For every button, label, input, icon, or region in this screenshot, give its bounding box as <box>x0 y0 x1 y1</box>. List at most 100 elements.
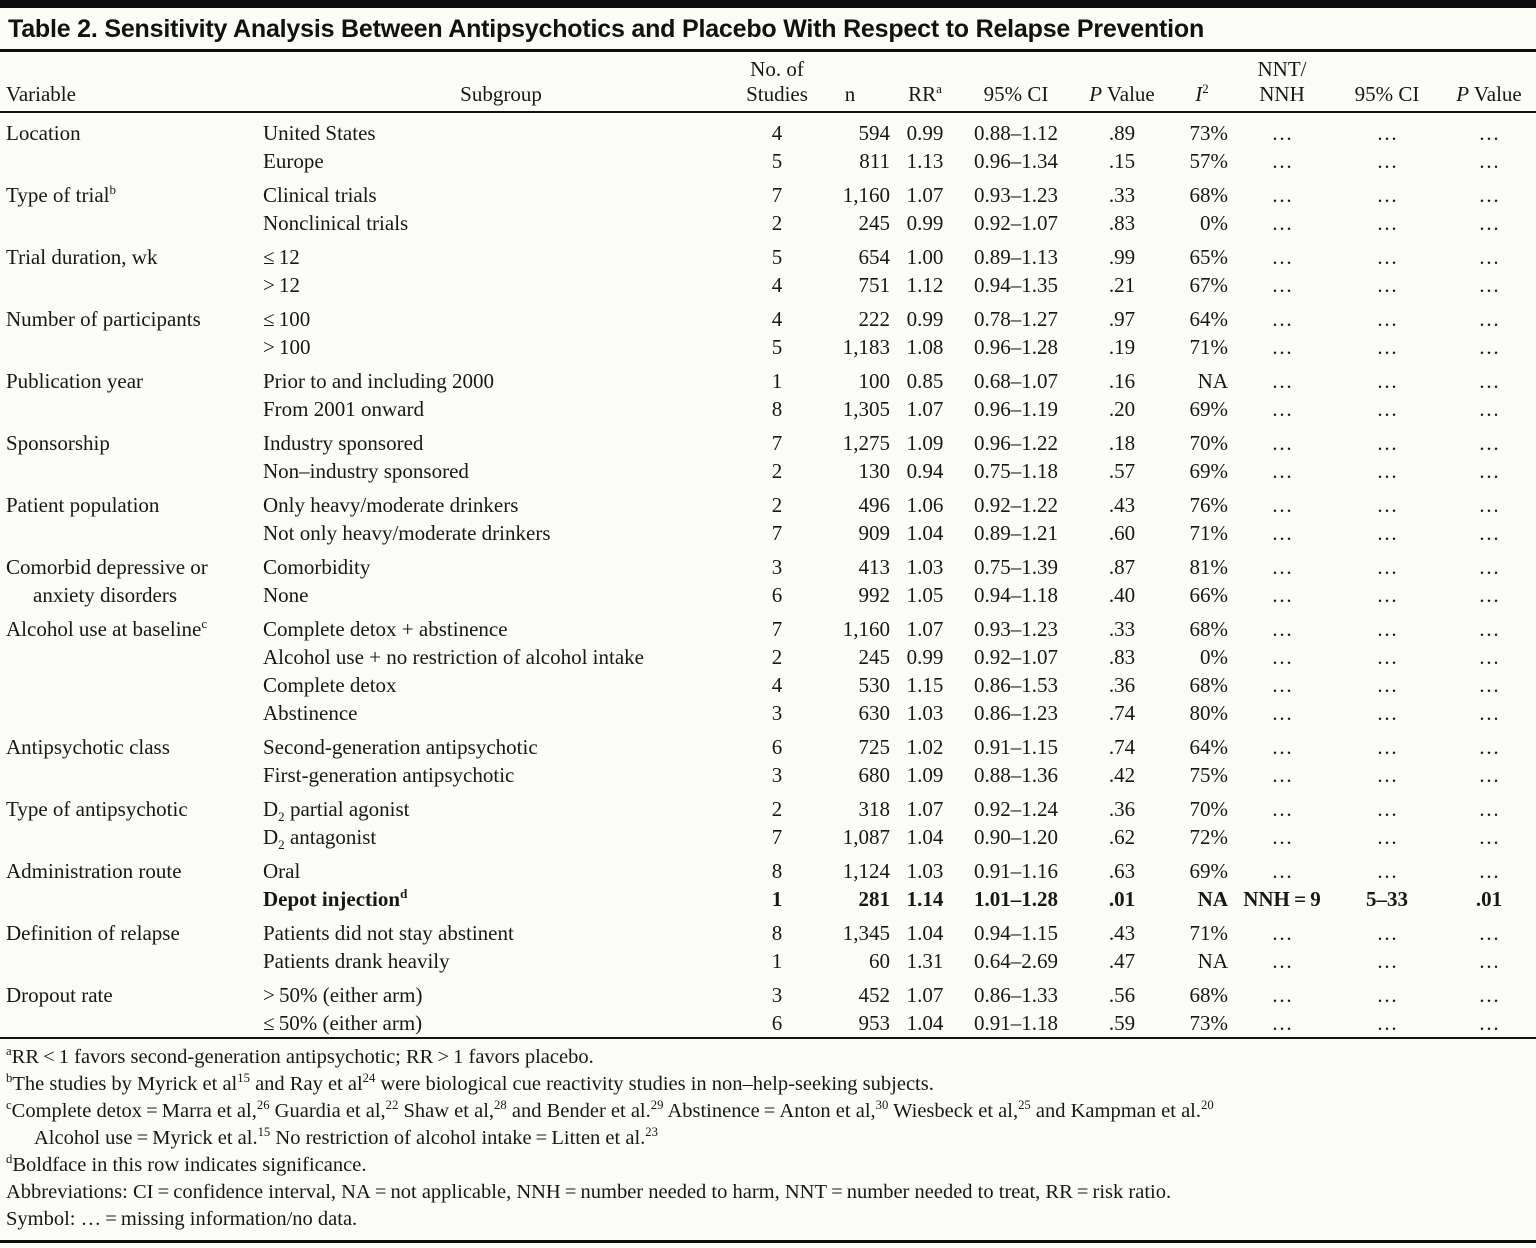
cell-variable: Publication year <box>6 369 144 393</box>
cell-no-of-studies: 2 <box>771 211 783 235</box>
cell-p-value: .56 <box>1108 983 1136 1007</box>
col-header-ci: 95% CI <box>960 52 1072 113</box>
cell-rr: 1.13 <box>906 149 944 173</box>
cell-p-value: .15 <box>1108 149 1136 173</box>
cell-ci: 0.94–1.18 <box>974 583 1058 607</box>
footnote-line: bThe studies by Myrick et al15 and Ray e… <box>6 1071 934 1095</box>
cell-n: 909 <box>858 521 891 545</box>
cell-i2: NA <box>1197 887 1228 911</box>
cell-rr: 1.07 <box>906 797 944 821</box>
cell-ci-2: … <box>1376 335 1398 359</box>
cell-ci-2: … <box>1376 701 1398 725</box>
footnote-line: Abbreviations: CI = confidence interval,… <box>6 1181 1172 1203</box>
cell-nnt-nnh: … <box>1271 645 1293 669</box>
cell-variable: Sponsorship <box>6 431 110 455</box>
cell-variable: Type of antipsychotic <box>6 797 188 821</box>
cell-n: 1,087 <box>842 825 890 849</box>
cell-subgroup: > 100 <box>263 335 311 359</box>
table-row: Comorbid depressive or anxiety disorders C… <box>0 547 1536 607</box>
cell-no-of-studies: 6 <box>771 735 783 759</box>
table-row: Patient population Only heavy/moderate dr… <box>0 485 1536 519</box>
cell-ci: 0.91–1.16 <box>974 859 1058 883</box>
table-row: > 12 4 751 1.12 0.94–1.35.21 67%……… <box>0 271 1536 299</box>
cell-n: 811 <box>859 149 890 173</box>
cell-no-of-studies: 3 <box>771 763 783 787</box>
cell-p-value: .33 <box>1108 183 1136 207</box>
cell-nnt-nnh: … <box>1271 763 1293 787</box>
cell-rr: 1.04 <box>906 921 944 945</box>
cell-nnt-nnh: … <box>1271 1011 1293 1035</box>
cell-ci: 0.96–1.19 <box>974 397 1058 421</box>
cell-n: 630 <box>858 701 891 725</box>
cell-i2: 66% <box>1189 583 1229 607</box>
cell-nnt-nnh: … <box>1271 521 1293 545</box>
cell-rr: 1.06 <box>906 493 944 517</box>
cell-p-value: .97 <box>1108 307 1136 331</box>
cell-subgroup: > 50% (either arm) <box>263 983 423 1007</box>
cell-nnt-nnh: … <box>1271 121 1293 145</box>
cell-p-value: .20 <box>1108 397 1136 421</box>
cell-subgroup: Not only heavy/moderate drinkers <box>263 521 551 545</box>
cell-i2: 65% <box>1189 245 1229 269</box>
cell-variable: Administration route <box>6 859 182 883</box>
cell-variable: Trial duration, wk <box>6 245 158 269</box>
cell-p-value-2: .01 <box>1475 887 1503 911</box>
cell-no-of-studies: 4 <box>771 121 783 145</box>
table-row: D2 antagonist 7 1,087 1.04 0.90–1.20 .62 72% … …… <box>0 823 1536 851</box>
cell-nnt-nnh: … <box>1271 673 1293 697</box>
cell-no-of-studies: 5 <box>771 245 783 269</box>
cell-p-value: .18 <box>1108 431 1136 455</box>
cell-p-value: .60 <box>1108 521 1136 545</box>
cell-subgroup: Depot injectiond <box>263 886 408 911</box>
cell-ci: 0.89–1.21 <box>974 521 1058 545</box>
cell-n: 60 <box>869 949 890 973</box>
cell-p-value: .33 <box>1108 617 1136 641</box>
cell-n: 530 <box>858 673 891 697</box>
cell-rr: 1.05 <box>906 583 944 607</box>
cell-i2: 68% <box>1189 183 1229 207</box>
cell-p-value-2: … <box>1478 645 1500 669</box>
header-row: Variable Subgroup No. of Studies n RRa 95… <box>0 52 1536 113</box>
cell-rr: 1.03 <box>906 859 944 883</box>
cell-subgroup: Comorbidity <box>263 555 371 579</box>
cell-rr: 1.07 <box>906 983 944 1007</box>
cell-ci: 0.92–1.24 <box>974 797 1058 821</box>
col-header-i-squared: I2 <box>1172 52 1232 113</box>
table-row: Alcohol use + no restriction of alcohol … <box>0 643 1536 671</box>
cell-variable: Patient population <box>6 493 160 517</box>
table-row: None 6 992 1.05 0.94–1.18.40 66%……… <box>0 581 1536 609</box>
cell-subgroup: Europe <box>263 149 324 173</box>
table-row: Non–industry sponsored 2 130 0.94 0.75–1.18.… <box>0 457 1536 485</box>
cell-variable: Alcohol use at baselinec <box>6 616 208 641</box>
cell-p-value-2: … <box>1478 369 1500 393</box>
table-row: Sponsorship Industry sponsored 7 1,275 1.09 0… <box>0 423 1536 457</box>
cell-p-value-2: … <box>1478 617 1500 641</box>
cell-p-value-2: … <box>1478 673 1500 697</box>
cell-n: 1,183 <box>842 335 890 359</box>
cell-rr: 0.99 <box>906 211 944 235</box>
cell-ci: 0.75–1.18 <box>974 459 1058 483</box>
cell-nnt-nnh: … <box>1271 735 1293 759</box>
cell-ci-2: … <box>1376 183 1398 207</box>
cell-rr: 1.03 <box>906 555 944 579</box>
table-row: Depot injectiond 1 281 1.14 1.01–1.28 .01 NA NN… <box>0 885 1536 913</box>
cell-ci: 0.91–1.15 <box>974 735 1058 759</box>
cell-nnt-nnh: … <box>1271 183 1293 207</box>
footnote-line: Alcohol use = Myrick et al.15 No restric… <box>34 1125 658 1149</box>
cell-ci: 0.88–1.12 <box>974 121 1058 145</box>
cell-nnt-nnh: … <box>1271 921 1293 945</box>
cell-n: 1,275 <box>842 431 890 455</box>
cell-ci-2: … <box>1376 211 1398 235</box>
cell-subgroup: First-generation antipsychotic <box>263 763 515 787</box>
cell-i2: 0% <box>1200 645 1228 669</box>
cell-i2: NA <box>1197 949 1228 973</box>
table-row: Number of participants ≤ 100 4 222 0.99 0.78–… <box>0 299 1536 333</box>
cell-no-of-studies: 2 <box>771 459 783 483</box>
cell-nnt-nnh: … <box>1271 825 1293 849</box>
col-header-subgroup: Subgroup <box>258 52 744 113</box>
cell-nnt-nnh: … <box>1271 273 1293 297</box>
cell-nnt-nnh: … <box>1271 583 1293 607</box>
cell-nnt-nnh: NNH = 9 <box>1243 887 1321 911</box>
cell-ci: 0.88–1.36 <box>974 763 1058 787</box>
cell-nnt-nnh: … <box>1271 369 1293 393</box>
